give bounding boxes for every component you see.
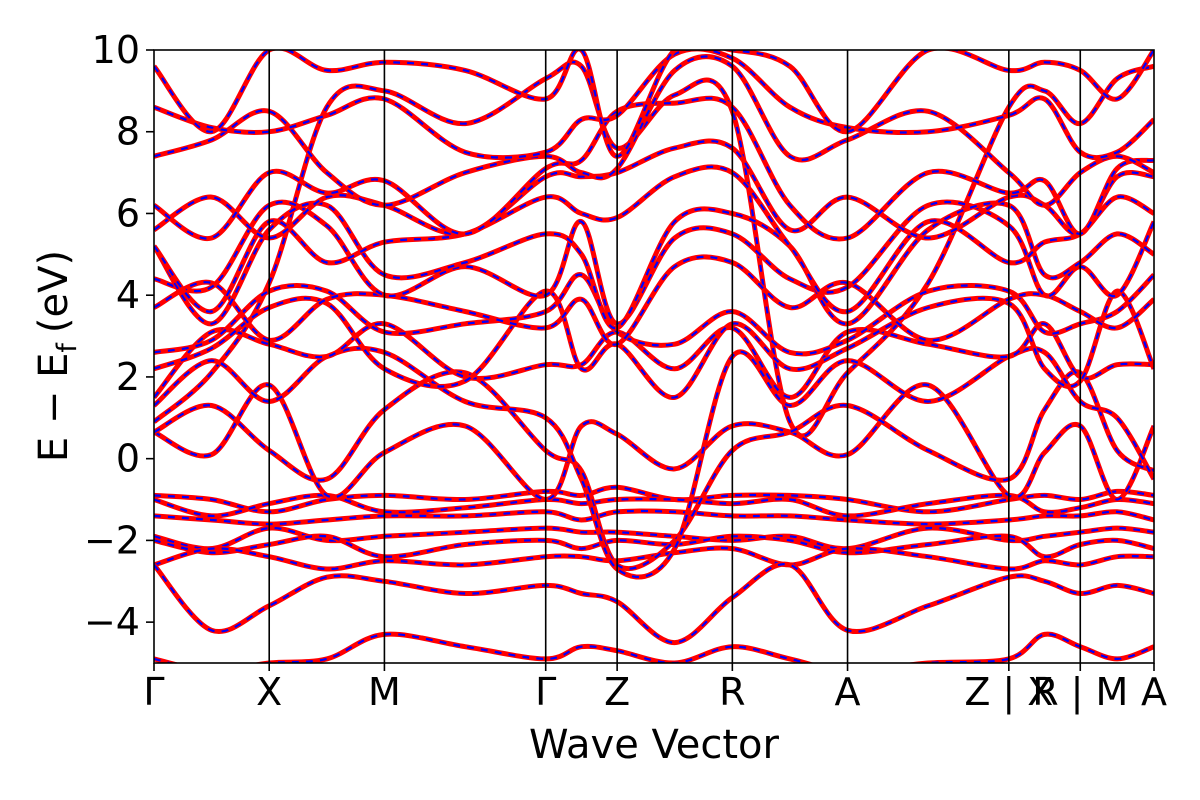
x-tick-label-6: A bbox=[835, 670, 861, 714]
band-18-solid-overlay bbox=[154, 140, 1154, 240]
y-axis-title: E − Ef (eV) bbox=[31, 250, 83, 462]
band-8-solid-overlay bbox=[154, 383, 1154, 501]
band-23 bbox=[154, 631, 1154, 663]
y-tick-label-0: −4 bbox=[84, 600, 140, 644]
band-17-solid-overlay bbox=[154, 165, 1154, 313]
y-tick-label-1: −2 bbox=[84, 518, 140, 562]
x-axis: Γ X M Γ Z R A Z | XR | M A bbox=[143, 663, 1167, 715]
band-21 bbox=[154, 50, 1154, 161]
y-tick-label-4: 4 bbox=[116, 273, 140, 317]
band-15-dashed bbox=[154, 200, 1154, 325]
band-11-dashed bbox=[154, 322, 1154, 399]
band-14-dashed bbox=[154, 255, 1154, 346]
band-8 bbox=[154, 382, 1154, 502]
band-1-dashed bbox=[154, 486, 1154, 513]
x-tick-label-3: Γ bbox=[535, 670, 556, 714]
band-4 bbox=[154, 525, 1154, 552]
band-22-dashed bbox=[154, 50, 1154, 158]
band-3 bbox=[154, 508, 1154, 527]
band-12-solid-overlay bbox=[154, 289, 1154, 399]
band-12 bbox=[154, 288, 1154, 400]
band-7-dashed bbox=[154, 563, 1154, 644]
band-19-solid-overlay bbox=[154, 97, 1154, 241]
band-21-solid-overlay bbox=[154, 50, 1154, 159]
y-axis-title-unit: (eV) bbox=[31, 250, 77, 333]
band-20 bbox=[154, 54, 1154, 208]
x-tick-label-9: A bbox=[1141, 670, 1167, 714]
band-3-dashed bbox=[154, 509, 1154, 526]
band-10-solid-overlay bbox=[154, 347, 1154, 579]
x-tick-label-5: R bbox=[719, 670, 745, 714]
y-tick-label-7: 10 bbox=[92, 28, 140, 72]
x-tick-label-1: X bbox=[256, 670, 282, 714]
band-12-dashed bbox=[154, 289, 1154, 399]
y-axis-title-subscript: f bbox=[52, 342, 83, 353]
band-19 bbox=[154, 95, 1154, 242]
band-14-solid-overlay bbox=[154, 255, 1154, 346]
band-23-dashed bbox=[154, 633, 1154, 663]
band-13 bbox=[154, 272, 1154, 357]
plot-frame bbox=[153, 49, 1155, 664]
band-4-solid-overlay bbox=[154, 526, 1154, 550]
band-23-solid-overlay bbox=[154, 633, 1154, 663]
band-3-solid-overlay bbox=[154, 509, 1154, 526]
band-14 bbox=[154, 254, 1154, 347]
band-8-dashed bbox=[154, 383, 1154, 501]
band-15 bbox=[154, 199, 1154, 327]
band-7-solid bbox=[154, 561, 1154, 646]
band-9 bbox=[154, 369, 1154, 572]
y-axis-title-main: E − E bbox=[31, 353, 77, 463]
band-22 bbox=[154, 50, 1154, 159]
band-23-solid bbox=[154, 631, 1154, 663]
band-15-solid-overlay bbox=[154, 200, 1154, 325]
x-tick-label-2: M bbox=[368, 670, 401, 714]
x-tick-label-0: Γ bbox=[143, 670, 164, 714]
band-20-dashed bbox=[154, 55, 1154, 207]
band-21-dashed bbox=[154, 50, 1154, 159]
x-axis-title: Wave Vector bbox=[529, 722, 780, 768]
band-9-dashed bbox=[154, 370, 1154, 570]
y-tick-label-6: 8 bbox=[116, 110, 140, 154]
y-tick-label-5: 6 bbox=[116, 191, 140, 235]
band-17-dashed bbox=[154, 165, 1154, 313]
y-tick-label-2: 0 bbox=[116, 437, 140, 481]
y-axis: −4 −2 0 2 4 6 8 10 bbox=[84, 28, 154, 644]
x-tick-label-8: R | M bbox=[1032, 670, 1128, 715]
band-13-solid-overlay bbox=[154, 273, 1154, 356]
band-13-dashed bbox=[154, 273, 1154, 356]
band-7-solid-overlay bbox=[154, 563, 1154, 644]
x-tick-label-4: Z bbox=[604, 670, 630, 714]
band-20-solid-overlay bbox=[154, 55, 1154, 207]
band-9-solid-overlay bbox=[154, 370, 1154, 570]
band-16-solid-overlay bbox=[154, 201, 1154, 330]
bands-layer bbox=[154, 50, 1154, 663]
x-tick-label-7: Z | X bbox=[964, 670, 1053, 715]
y-tick-label-3: 2 bbox=[116, 355, 140, 399]
high-symmetry-lines bbox=[268, 50, 1082, 663]
band-17 bbox=[154, 164, 1154, 315]
band-7 bbox=[154, 561, 1154, 646]
